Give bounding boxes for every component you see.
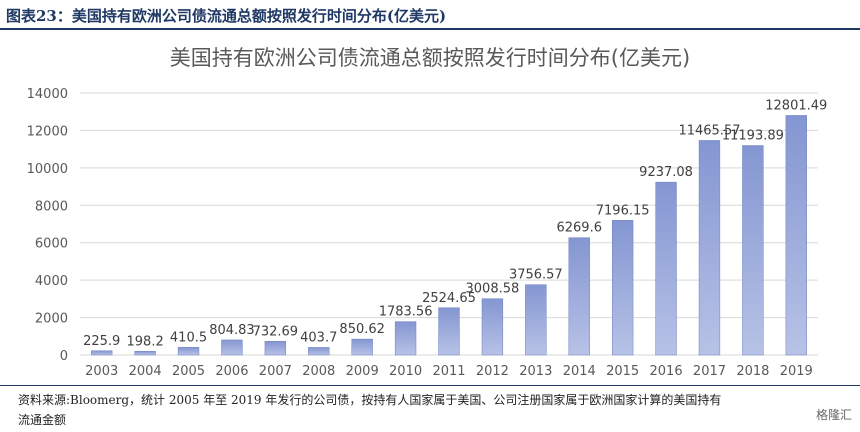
x-tick-label: 2014 [563, 364, 596, 379]
bar [394, 321, 417, 356]
x-tick-label: 2003 [85, 364, 118, 379]
bar-value-label: 7196.15 [596, 203, 650, 218]
x-axis-ticks: 2003 2004 2005 2006 2007 2008 2009 2010 2011 2012… [85, 364, 813, 379]
bar-value-label: 3008.58 [466, 282, 520, 297]
bar [655, 181, 677, 356]
x-tick-label: 2011 [432, 364, 465, 379]
bar [785, 115, 807, 356]
bar [177, 347, 200, 356]
source-line-2: 流通金额 [18, 413, 67, 427]
bar [525, 284, 547, 356]
x-tick-label: 2018 [736, 364, 769, 379]
y-tick-label: 14000 [27, 87, 68, 102]
bar [91, 350, 113, 356]
bar-value-label: 403.7 [300, 330, 337, 345]
bar [698, 140, 721, 356]
source-line-1: 资料来源:Bloomerg，统计 2005 年至 2019 年发行的公司债，按持… [18, 393, 722, 407]
x-tick-label: 2004 [129, 364, 162, 379]
bar-chart: 美国持有欧洲公司债流通总额按照发行时间分布(亿美元) 0 2000 4000 6000… [27, 46, 828, 379]
y-axis-ticks: 0 2000 4000 6000 8000 10000 12000 14000 [27, 87, 68, 364]
bar [568, 237, 590, 356]
bar [351, 338, 373, 356]
x-tick-label: 2015 [606, 364, 639, 379]
bar-value-label: 12801.49 [765, 98, 827, 113]
bar [221, 339, 243, 356]
bar [742, 145, 764, 356]
bar [481, 298, 504, 356]
bar-value-label: 9237.08 [639, 165, 693, 180]
y-tick-label: 2000 [35, 312, 68, 327]
x-tick-label: 2010 [389, 364, 422, 379]
bar-value-label: 410.5 [170, 330, 207, 345]
bar-value-label: 198.2 [127, 334, 164, 349]
x-tick-label: 2013 [519, 364, 552, 379]
x-tick-label: 2009 [346, 364, 379, 379]
bar-value-label: 3756.57 [509, 268, 563, 283]
chart-title: 美国持有欧洲公司债流通总额按照发行时间分布(亿美元) [170, 46, 690, 70]
y-tick-label: 12000 [27, 124, 68, 139]
bar-value-label: 225.9 [83, 334, 120, 349]
y-tick-label: 10000 [27, 162, 68, 177]
x-tick-label: 2006 [215, 364, 248, 379]
bars [91, 115, 807, 356]
y-tick-label: 8000 [35, 199, 68, 214]
x-tick-label: 2017 [693, 364, 726, 379]
figure-label: 图表23：美国持有欧洲公司债流通总额按照发行时间分布(亿美元) [6, 7, 447, 25]
bar [134, 351, 156, 356]
y-tick-label: 4000 [35, 274, 68, 289]
x-tick-label: 2016 [650, 364, 683, 379]
bar [438, 307, 460, 356]
x-tick-label: 2019 [780, 364, 813, 379]
bar-value-label: 11465.57 [678, 123, 740, 138]
y-tick-label: 6000 [35, 237, 68, 252]
bar-value-label: 6269.6 [556, 221, 602, 236]
grid-lines [80, 92, 818, 356]
bar [308, 347, 330, 356]
y-tick-label: 0 [60, 349, 68, 364]
x-tick-label: 2007 [259, 364, 292, 379]
bar-value-label: 850.62 [339, 322, 385, 337]
bar-value-label: 732.69 [253, 324, 299, 339]
bar-value-label: 2524.65 [422, 291, 476, 306]
x-tick-label: 2012 [476, 364, 509, 379]
bar-value-label: 1783.56 [379, 305, 433, 320]
x-tick-label: 2005 [172, 364, 205, 379]
watermark: 格隆汇 [815, 408, 852, 422]
bar [264, 341, 287, 356]
bar-value-label: 804.83 [209, 323, 255, 338]
bar-value-label: 11193.89 [722, 129, 784, 144]
bar [611, 220, 634, 356]
figure-header: 图表23：美国持有欧洲公司债流通总额按照发行时间分布(亿美元) [0, 0, 860, 30]
source-note: 资料来源:Bloomerg，统计 2005 年至 2019 年发行的公司债，按持… [0, 385, 860, 432]
x-tick-label: 2008 [302, 364, 335, 379]
